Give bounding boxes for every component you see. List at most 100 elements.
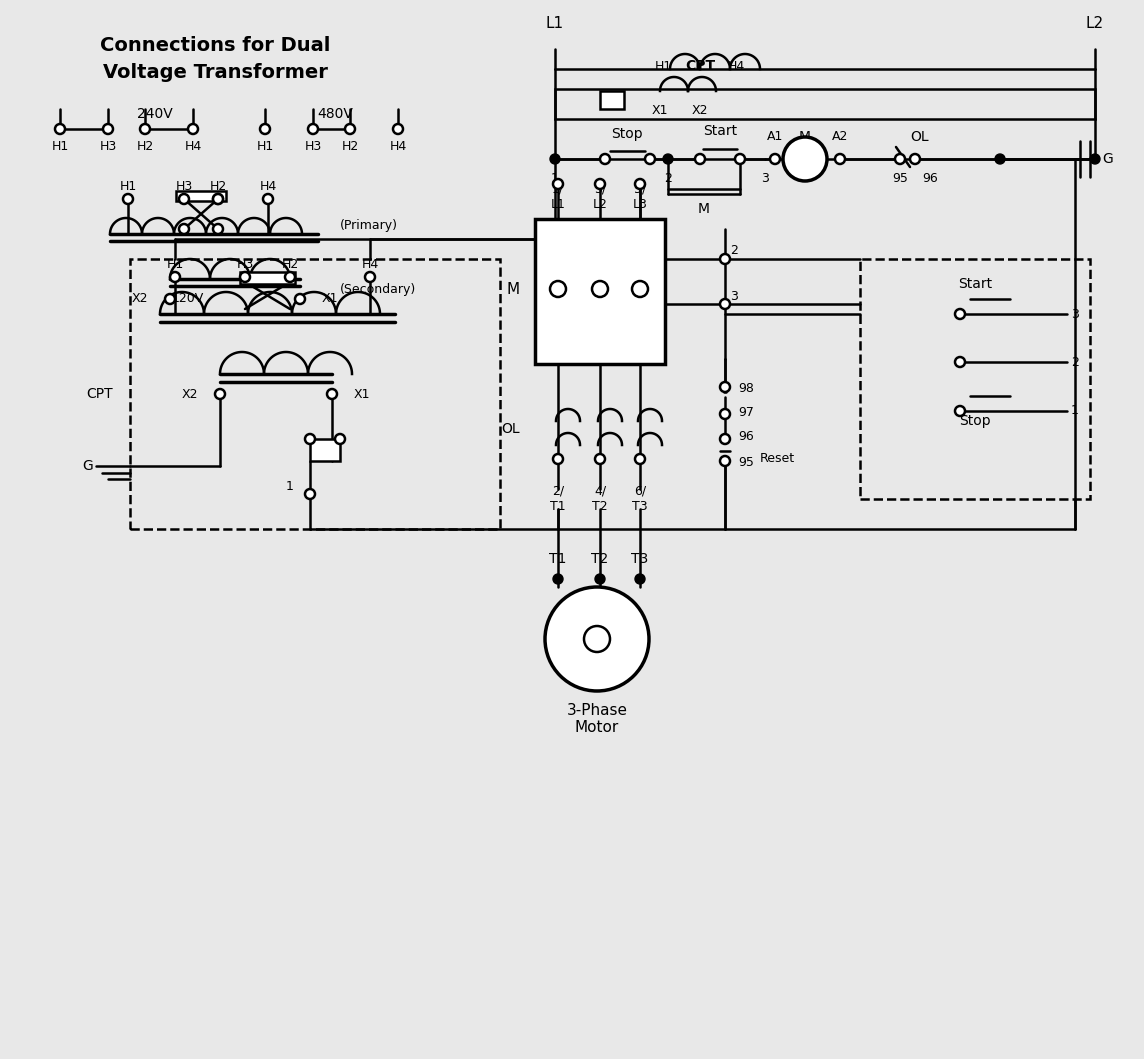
Text: 2: 2 [1071,356,1079,369]
Text: T1: T1 [550,500,566,513]
Text: 97: 97 [738,406,754,418]
Text: H4: H4 [260,180,277,194]
Text: T3: T3 [631,552,649,566]
Circle shape [696,154,705,164]
Text: X2: X2 [132,292,148,305]
Circle shape [553,454,563,464]
Circle shape [124,194,133,204]
Text: H3: H3 [100,141,117,154]
Circle shape [595,179,605,189]
Text: OL: OL [501,421,521,436]
Bar [176,191,227,201]
Circle shape [295,294,305,304]
Circle shape [550,281,566,297]
Circle shape [720,456,730,466]
Text: X1: X1 [353,388,371,400]
Circle shape [635,179,645,189]
Text: Stop: Stop [959,414,991,428]
Text: M: M [698,202,710,216]
Text: H2: H2 [341,141,358,154]
Text: G: G [1103,152,1113,166]
Text: L1: L1 [550,197,565,211]
Text: H1: H1 [654,59,672,72]
Text: H4: H4 [184,141,201,154]
Circle shape [955,406,966,416]
Circle shape [782,137,827,181]
Circle shape [213,194,223,204]
Text: 1: 1 [1071,405,1079,417]
Circle shape [263,194,273,204]
Text: H4: H4 [389,141,406,154]
Text: Start: Start [958,277,992,291]
Text: H1: H1 [256,141,273,154]
Text: T3: T3 [633,500,648,513]
Text: H4: H4 [362,257,379,270]
Text: 3: 3 [761,173,769,185]
Circle shape [635,574,645,584]
Text: CPT: CPT [87,387,113,401]
Circle shape [635,454,645,464]
Text: 1: 1 [551,173,559,185]
Circle shape [631,281,648,297]
Circle shape [720,299,730,309]
Circle shape [734,154,745,164]
Text: M: M [507,282,521,297]
Circle shape [583,626,610,652]
Circle shape [595,574,605,584]
Circle shape [591,281,607,297]
Circle shape [553,574,563,584]
Text: H3: H3 [175,180,192,194]
Circle shape [327,389,337,399]
Circle shape [215,389,225,399]
Text: Start: Start [702,124,737,138]
Text: 4/: 4/ [594,485,606,498]
Text: 96: 96 [738,431,754,444]
Text: L2: L2 [593,197,607,211]
Text: X2: X2 [182,388,198,400]
Text: 1: 1 [286,480,294,492]
Circle shape [178,225,189,234]
Circle shape [955,357,966,367]
Text: 2/: 2/ [551,485,564,498]
Text: X1: X1 [321,292,339,305]
Circle shape [955,309,966,319]
Text: X2: X2 [692,105,708,118]
Circle shape [240,272,251,282]
Text: 98: 98 [738,382,754,395]
Circle shape [550,154,561,164]
Text: Reset: Reset [760,452,795,466]
Circle shape [170,272,180,282]
Circle shape [305,489,315,499]
Circle shape [553,179,563,189]
Text: 120V: 120V [172,292,204,305]
Circle shape [770,154,780,164]
Circle shape [545,587,649,692]
Bar [310,439,340,461]
Circle shape [720,382,730,392]
Circle shape [103,124,113,134]
Circle shape [165,294,175,304]
Text: L1: L1 [546,17,564,32]
Text: 2: 2 [730,245,738,257]
Text: (Secondary): (Secondary) [340,283,416,295]
Text: L3: L3 [633,197,648,211]
Text: (Primary): (Primary) [340,219,398,233]
Circle shape [213,194,223,204]
Text: 3-Phase
Motor: 3-Phase Motor [566,703,628,735]
Circle shape [55,124,65,134]
Circle shape [599,154,610,164]
Circle shape [260,124,270,134]
Circle shape [720,409,730,419]
Circle shape [140,124,150,134]
Circle shape [188,124,198,134]
Bar [535,219,665,364]
Text: H2: H2 [136,141,153,154]
Text: H1: H1 [119,180,136,194]
Text: T1: T1 [549,552,566,566]
Bar [555,89,1095,119]
Text: H2: H2 [209,180,227,194]
Text: 6/: 6/ [634,485,646,498]
Circle shape [595,454,605,464]
Text: CPT: CPT [685,59,715,73]
Circle shape [213,225,223,234]
